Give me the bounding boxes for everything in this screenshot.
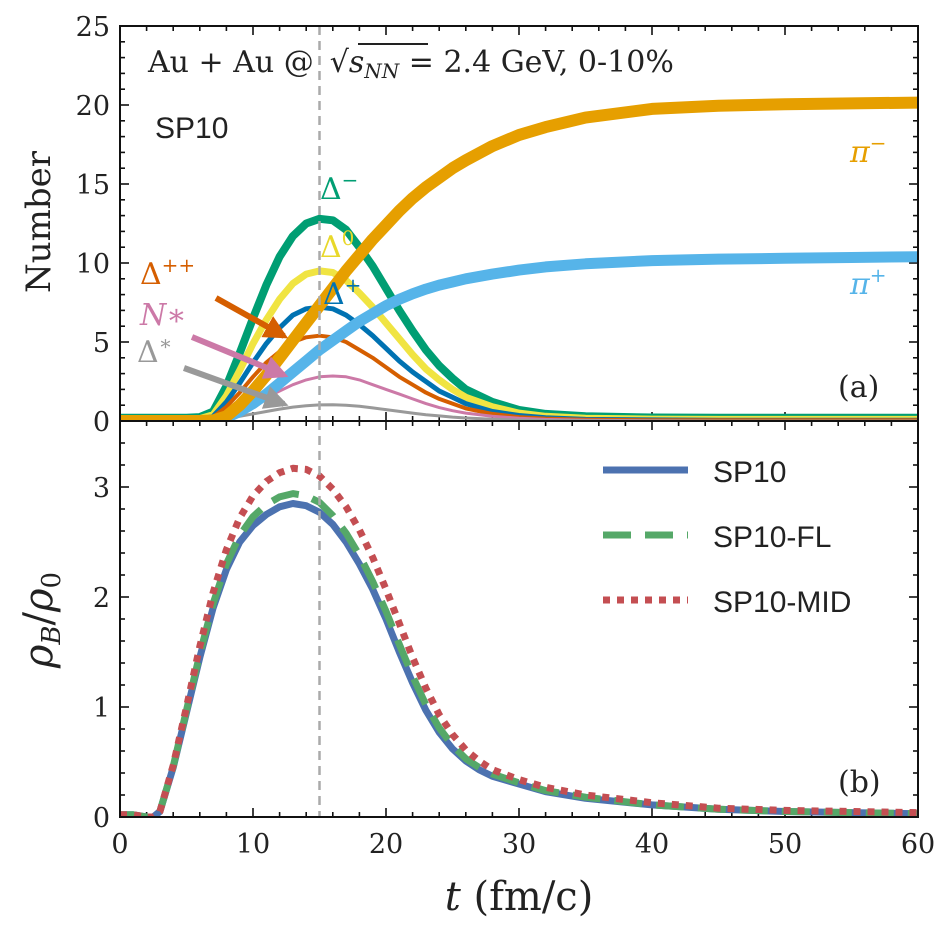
series-line-sp10-mid <box>120 464 918 817</box>
y-tick-label: 2 <box>93 583 110 614</box>
panel-b-y-axis-title: ρB/ρ0 <box>16 572 67 669</box>
x-tick-label: 30 <box>502 829 536 860</box>
y-tick-label: 0 <box>93 407 110 438</box>
series-line-sp10-fl <box>120 490 918 817</box>
arrow-delta-plusplus <box>214 295 289 339</box>
x-tick-label: 20 <box>369 829 403 860</box>
y-tick-label: 3 <box>93 473 110 504</box>
x-tick-label: 40 <box>635 829 669 860</box>
series-line-piplus <box>120 251 918 421</box>
y-tick-label: 10 <box>76 249 110 280</box>
panel-b-x-axis-title: t (fm/c) <box>445 874 594 920</box>
panel-b-frame <box>119 420 919 818</box>
legend: SP10 SP10-FL SP10-MID <box>603 456 851 619</box>
y-tick-label: 0 <box>93 803 110 834</box>
panel-b-ticks <box>119 420 919 818</box>
y-tick-label: 25 <box>76 12 110 43</box>
x-tick-label: 60 <box>901 829 935 860</box>
arrow-n-star <box>190 334 289 379</box>
arrow-delta-star <box>182 365 289 409</box>
x-tick-label: 10 <box>236 829 270 860</box>
label-delta-star: Δ∗ <box>137 331 172 370</box>
series-line-piminus <box>120 96 918 421</box>
x-tick-label: 0 <box>111 829 128 860</box>
panel-b-series <box>120 464 918 817</box>
panel-a-y-axis-title: Number <box>19 150 59 293</box>
label-delta-plusplus: Δ++ <box>140 253 195 292</box>
label-pi-plus: π+ <box>849 263 886 302</box>
model-label: SP10 <box>155 112 228 145</box>
panel-a: Au + Au @ √sNN = 2.4 GeV, 0-10% SP10 (a) … <box>19 12 919 438</box>
panel-b: SP10 SP10-FL SP10-MID (b) 0 1 2 3 0 10 20 30 40… <box>16 420 935 920</box>
y-tick-label: 5 <box>93 328 110 359</box>
y-tick-label: 15 <box>76 170 110 201</box>
panel-a-y-tick-labels: 0 5 10 15 20 25 <box>76 12 110 438</box>
y-tick-label: 1 <box>93 693 110 724</box>
label-pi-minus: π− <box>849 131 886 170</box>
legend-label-sp10-fl: SP10-FL <box>713 521 831 554</box>
label-delta-minus: Δ− <box>320 168 358 207</box>
y-tick-label: 20 <box>76 91 110 122</box>
panel-a-series <box>120 96 918 421</box>
legend-label-sp10-mid: SP10-MID <box>713 586 851 619</box>
panel-b-x-tick-labels: 0 10 20 30 40 50 60 <box>111 829 935 860</box>
label-delta-plus: Δ+ <box>323 273 361 312</box>
panel-a-label: (a) <box>838 370 879 405</box>
label-n-star: N∗ <box>139 298 187 333</box>
x-tick-label: 50 <box>768 829 802 860</box>
panel-b-y-tick-labels: 0 1 2 3 <box>93 473 110 834</box>
panel-b-label: (b) <box>838 765 881 800</box>
label-delta-zero: Δ0 <box>320 226 354 265</box>
panel-a-title: Au + Au @ √sNN = 2.4 GeV, 0-10% <box>147 45 674 83</box>
legend-label-sp10: SP10 <box>713 456 786 489</box>
